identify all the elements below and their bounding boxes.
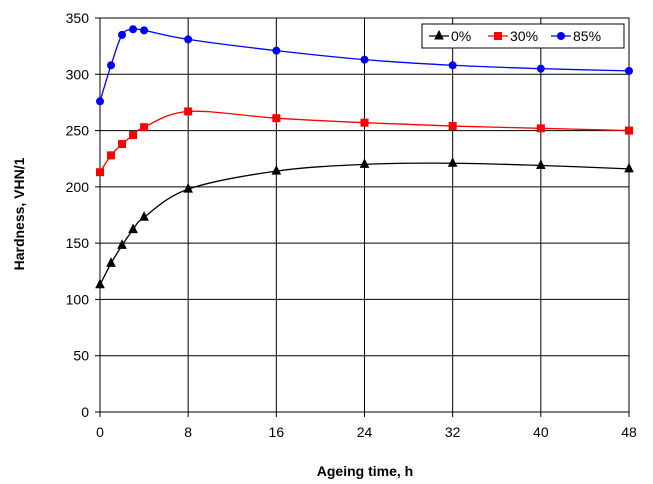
data-point <box>107 61 116 70</box>
data-point <box>117 239 127 249</box>
legend-label: 85% <box>573 28 601 44</box>
x-tick-label: 32 <box>445 424 461 440</box>
data-point <box>118 140 127 149</box>
x-tick-label: 40 <box>533 424 549 440</box>
y-tick-label: 150 <box>66 235 90 251</box>
data-point <box>536 64 545 73</box>
data-point <box>184 35 193 44</box>
grid <box>100 18 629 412</box>
data-point <box>107 151 116 160</box>
x-tick-label: 16 <box>269 424 285 440</box>
data-point <box>106 257 116 267</box>
y-tick-label: 300 <box>66 66 90 82</box>
data-point <box>184 107 193 116</box>
y-tick-label: 200 <box>66 179 90 195</box>
series-layer <box>95 25 634 289</box>
legend-label: 0% <box>451 28 471 44</box>
data-point <box>140 26 149 35</box>
data-point <box>448 122 457 131</box>
data-point <box>129 25 138 34</box>
data-point <box>536 124 545 133</box>
series-2 <box>96 25 633 106</box>
data-point <box>359 158 370 168</box>
y-tick-label: 100 <box>66 291 90 307</box>
data-point <box>139 211 149 221</box>
legend-marker <box>557 32 565 40</box>
legend-entry: 30% <box>488 28 538 44</box>
data-point <box>140 123 149 132</box>
x-axis-ticks: 0 8 16 24 32 40 48 <box>96 412 637 440</box>
data-point <box>447 157 458 167</box>
y-axis-title: Hardness, VHN/1 <box>11 157 27 270</box>
data-point <box>271 164 282 175</box>
data-point <box>95 278 105 289</box>
data-point <box>96 168 104 177</box>
data-point <box>129 131 138 140</box>
data-point <box>128 223 138 234</box>
legend-box <box>421 23 625 49</box>
data-point <box>272 114 281 123</box>
data-point <box>118 30 127 39</box>
x-tick-label: 48 <box>621 424 637 440</box>
y-tick-label: 0 <box>81 404 89 420</box>
data-point <box>360 55 369 64</box>
series-0 <box>95 157 634 289</box>
y-tick-label: 350 <box>66 10 90 26</box>
legend-entry: 0% <box>429 28 471 44</box>
series-1 <box>96 107 633 177</box>
data-point <box>96 97 104 106</box>
data-point <box>360 118 369 127</box>
y-tick-label: 250 <box>66 123 90 139</box>
x-axis-title: Ageing time, h <box>317 463 413 479</box>
x-tick-label: 0 <box>96 424 104 440</box>
y-axis-ticks: 0 50 100 150 200 250 300 350 <box>66 10 100 420</box>
legend-entry: 85% <box>551 28 601 44</box>
data-point <box>272 46 281 55</box>
legend-marker <box>434 29 444 40</box>
data-point <box>625 66 633 75</box>
x-tick-label: 8 <box>184 424 192 440</box>
legend: 0% 30% 85% <box>421 23 625 49</box>
legend-marker <box>494 32 502 40</box>
x-tick-label: 24 <box>357 424 373 440</box>
data-point <box>448 61 457 70</box>
data-point <box>625 126 633 135</box>
data-point <box>624 162 634 173</box>
legend-label: 30% <box>510 28 538 44</box>
data-point <box>536 159 546 169</box>
data-point <box>183 182 193 193</box>
y-tick-label: 50 <box>73 348 89 364</box>
